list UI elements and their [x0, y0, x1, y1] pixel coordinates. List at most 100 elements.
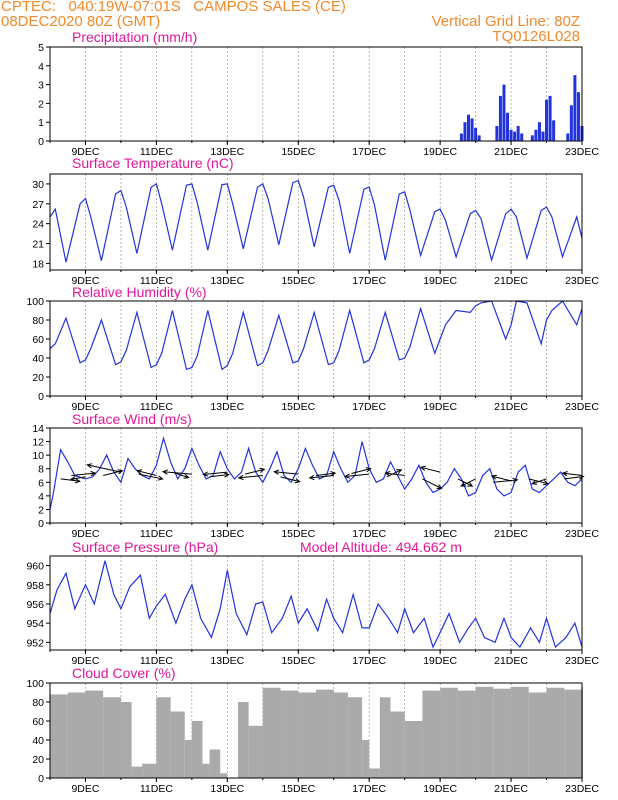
wind-arrowhead [273, 469, 280, 475]
wind-arrow [238, 475, 263, 479]
wind-arrowhead [183, 473, 190, 479]
panel-frame [49, 555, 583, 651]
x-tick-label: 17DEC [352, 146, 386, 158]
x-tick-label: 15DEC [281, 146, 315, 158]
x-tick-label: 11DEC [140, 528, 173, 540]
wind-arrow [460, 478, 476, 487]
x-tick-label: 23DEC [565, 401, 599, 413]
precip-bar [541, 131, 545, 141]
grid-note: Vertical Grid Line: 80Z [431, 13, 580, 30]
cloud-bar [528, 692, 547, 778]
cloud-bar [248, 725, 263, 778]
precip-bar [477, 135, 481, 141]
y-tick-label: 6 [38, 477, 44, 489]
x-tick-label: 15DEC [281, 401, 315, 413]
x-tick-label: 17DEC [352, 655, 386, 667]
y-tick-label: 8 [38, 464, 44, 476]
y-tick-label: 10 [32, 450, 44, 462]
y-tick-label: 0 [38, 136, 44, 148]
y-tick-label: 956 [26, 599, 44, 611]
x-tick-label: 15DEC [281, 655, 315, 667]
cloud-bar [369, 768, 380, 778]
precip-bar [495, 125, 499, 141]
precip-bar [552, 120, 556, 141]
panel-frame [49, 173, 583, 271]
wind-title: Surface Wind (m/s) [72, 411, 192, 427]
wind-arrowhead [419, 465, 426, 471]
y-tick-label: 20 [32, 754, 44, 766]
x-tick-label: 17DEC [352, 401, 386, 413]
panel-frame [49, 46, 583, 142]
wind-arrowhead [396, 469, 403, 474]
cloud-bar [475, 686, 494, 778]
cloud-bar [220, 773, 228, 778]
x-tick-label: 23DEC [565, 146, 599, 158]
x-tick-label: 19DEC [423, 275, 457, 287]
precip-bar [534, 129, 538, 141]
wind-arrow [70, 476, 86, 480]
cloud-title: Cloud Cover (%) [72, 665, 176, 681]
wind-arrow [491, 475, 512, 482]
precip-bar [548, 95, 552, 141]
wind-arrow [457, 478, 473, 487]
wind-arrow [60, 478, 80, 482]
humidity-title: Relative Humidity (%) [72, 284, 207, 300]
cloud-bar [298, 692, 316, 778]
y-tick-label: 40 [32, 735, 44, 747]
x-tick-label: 17DEC [352, 783, 386, 795]
x-tick-label: 23DEC [565, 783, 599, 795]
y-tick-label: 4 [38, 61, 44, 73]
precip-bar [520, 133, 524, 141]
wind-arrowhead [202, 471, 209, 477]
cloud-bar [422, 690, 441, 778]
x-tick-label: 21DEC [494, 655, 528, 667]
x-tick-label: 15DEC [281, 275, 315, 287]
panel-4 [46, 555, 583, 654]
y-tick-label: 80 [32, 697, 44, 709]
wind-arrowhead [561, 471, 568, 477]
precip-bar [467, 114, 471, 141]
x-tick-label: 19DEC [423, 528, 457, 540]
y-tick-label: 100 [26, 296, 44, 308]
wind-arrow [385, 472, 405, 476]
x-tick-label: 17DEC [352, 275, 386, 287]
wind-arrowhead [531, 479, 538, 485]
x-tick-label: 11DEC [140, 275, 173, 287]
x-tick-label: 19DEC [423, 783, 457, 795]
wind-arrowhead [69, 475, 77, 482]
wind-arrowhead [330, 471, 337, 477]
cloud-bar [142, 763, 157, 778]
precip-bar [470, 118, 474, 141]
precip-title: Precipitation (mm/h) [72, 29, 198, 45]
cloud-bar [67, 692, 86, 778]
x-tick-label: 9DEC [71, 528, 99, 540]
precip-bar [545, 99, 549, 141]
wind-arrow [137, 470, 157, 476]
wind-arrow [87, 464, 122, 473]
precip-bar [459, 133, 463, 141]
y-tick-label: 24 [32, 219, 44, 231]
series-line [49, 300, 583, 371]
y-tick-label: 2 [38, 98, 44, 110]
panel-0 [46, 46, 584, 145]
x-tick-label: 13DEC [210, 783, 244, 795]
wind-arrow [244, 468, 265, 475]
y-tick-label: 5 [38, 42, 44, 54]
y-tick-label: 960 [26, 561, 44, 573]
panel-frame [49, 682, 583, 779]
cloud-bar [379, 697, 391, 778]
y-tick-label: 0 [38, 518, 44, 530]
cloud-bar [120, 702, 132, 778]
cloud-bar [262, 687, 281, 778]
cloud-bar [333, 692, 348, 778]
precip-bar [506, 112, 510, 141]
x-tick-label: 15DEC [281, 528, 315, 540]
run-date: 08DEC2020 80Z (GMT) [1, 13, 161, 30]
cloud-bar [156, 697, 171, 778]
y-tick-label: 0 [38, 773, 44, 785]
wind-arrowhead [74, 478, 81, 484]
precip-bar [513, 131, 517, 141]
altitude-subtitle: Model Altitude: 494.662 m [300, 539, 462, 555]
cloud-bar [390, 711, 405, 778]
wind-arrow [309, 475, 334, 479]
